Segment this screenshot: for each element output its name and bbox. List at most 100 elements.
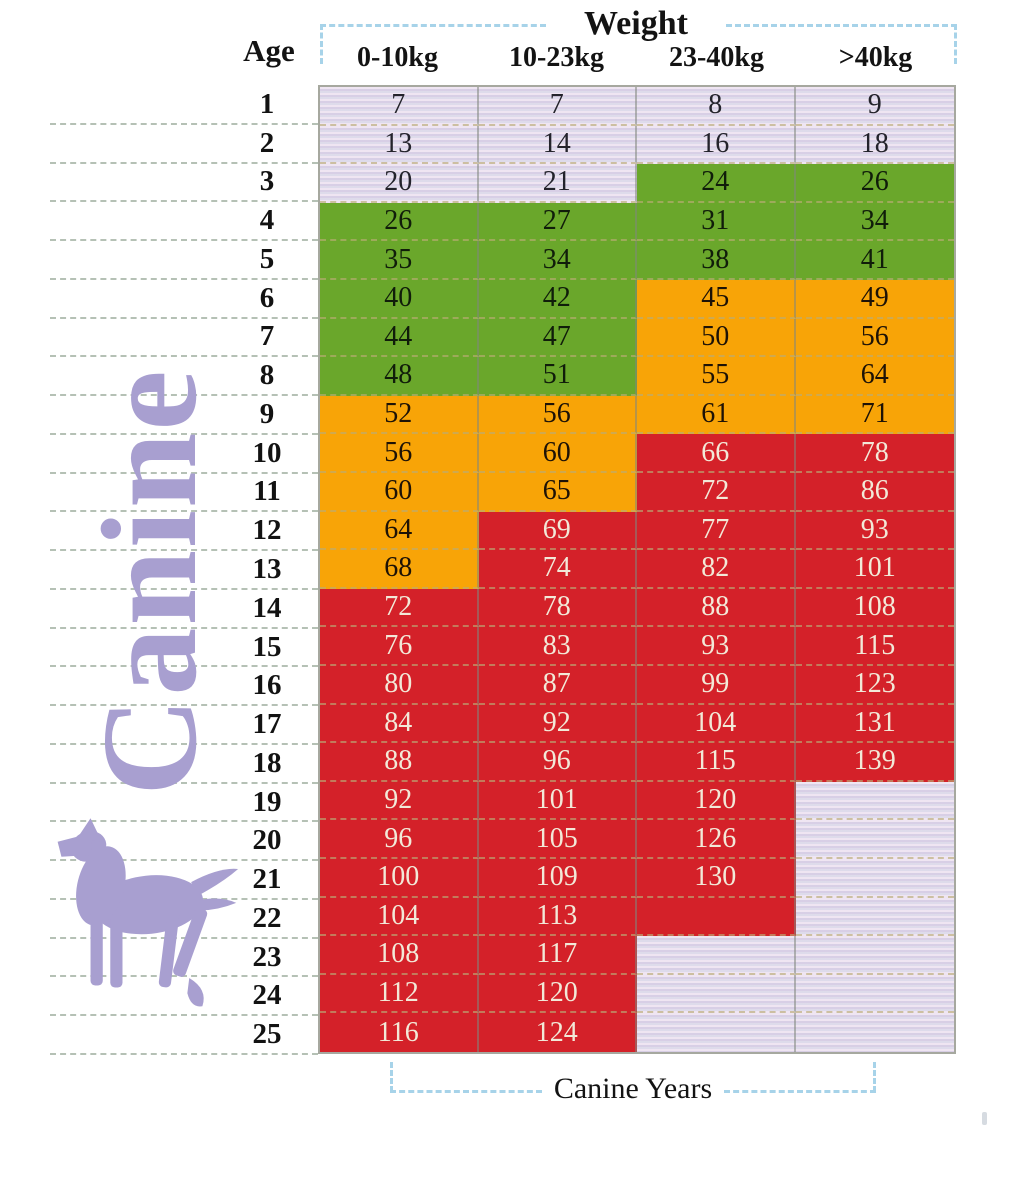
table-cell: 47 [478,318,637,358]
table-cell [637,897,796,937]
table-cell: 96 [478,743,637,782]
table-cell: 105 [478,820,637,859]
table-cell: 131 [795,704,954,744]
table-cell [795,897,954,937]
table-cell: 82 [637,550,796,589]
table-cell: 9 [795,87,954,126]
table-cell: 27 [478,202,637,242]
table-cell: 123 [795,665,954,705]
table-cell [795,974,954,1014]
table-cell: 78 [795,434,954,473]
age-row-label: 18 [252,746,282,779]
table-cell: 42 [478,279,637,319]
row-guide-line [50,704,318,707]
table-cell: 69 [478,511,637,551]
table-cell: 71 [795,395,954,435]
column-header-23-40kg: 23-40kg [669,42,764,73]
row-guide-line [50,316,318,319]
table-cell: 44 [320,318,479,358]
age-row-label: 5 [259,242,275,275]
age-row-label: 23 [252,940,282,973]
table-cell [795,858,954,898]
column-header-over-40kg: >40kg [838,42,913,73]
table-cell: 84 [320,704,479,744]
table-cell: 74 [478,550,637,589]
canine-years-bracket-line-left [390,1090,542,1093]
table-cell: 66 [637,434,796,473]
table-cell: 101 [478,781,637,821]
table-cell [637,974,796,1014]
row-guide-line [50,122,318,125]
table-cell: 34 [795,202,954,242]
column-header-0-10kg: 0-10kg [357,42,438,73]
age-row-label: 16 [252,669,282,702]
age-row-label: 8 [259,359,275,392]
table-cell: 86 [795,472,954,512]
table-cell: 41 [795,241,954,280]
table-cell: 26 [795,164,954,203]
table-cell: 65 [478,472,637,512]
age-row-label: 9 [259,397,275,430]
table-cell: 93 [795,511,954,551]
canine-vertical-label: Canine [75,368,225,796]
age-row-label: 19 [252,785,282,818]
age-row-label: 6 [259,281,275,314]
table-cell: 56 [320,434,479,473]
table-cell: 120 [637,781,796,821]
row-guide-line [50,432,318,435]
table-cell: 52 [320,395,479,435]
table-cell: 126 [637,820,796,859]
row-guide-line [50,742,318,745]
row-guide-lines [50,85,318,1055]
table-cell: 88 [320,743,479,782]
table-cell: 124 [478,1013,637,1052]
row-guide-line [50,975,318,978]
table-cell: 24 [637,164,796,203]
table-cell: 64 [320,511,479,551]
table-cell: 92 [478,704,637,744]
table-cell [795,781,954,821]
table-cell: 101 [795,550,954,589]
table-cell: 55 [637,357,796,396]
row-guide-line [50,1014,318,1017]
table-cell: 117 [478,936,637,975]
row-guide-line [50,510,318,513]
age-row-label: 15 [252,630,282,663]
table-cell [795,936,954,975]
table-cell: 76 [320,627,479,666]
table-cell: 8 [637,87,796,126]
weight-bracket-tick-right [954,24,957,64]
table-cell: 31 [637,202,796,242]
table-cell [795,820,954,859]
table-cell: 116 [320,1013,479,1052]
row-guide-line [50,626,318,629]
age-row-label: 3 [259,165,275,198]
table-cell: 104 [637,704,796,744]
age-row-labels: 1 2 3 4 5 6 7 8 9 10 11 12 13 14 15 16 17 18 19 20 21 22 23 24 2… [228,85,306,1054]
age-row-label: 12 [252,514,282,547]
weight-bracket-line-left [320,24,546,27]
table-cell: 108 [320,936,479,975]
table-cell: 51 [478,357,637,396]
age-row-label: 24 [252,979,282,1012]
table-cell: 18 [795,125,954,165]
table-cell: 40 [320,279,479,319]
table-cell: 130 [637,858,796,898]
table-cell: 48 [320,357,479,396]
table-cell: 49 [795,279,954,319]
table-cell: 35 [320,241,479,280]
dog-silhouette-icon [57,818,239,1007]
table-cell: 115 [795,627,954,666]
table-cell: 7 [478,87,637,126]
table-cell: 96 [320,820,479,859]
table-cell: 60 [320,472,479,512]
weight-bracket-tick-left [320,24,323,64]
table-cell: 80 [320,665,479,705]
table-cell [637,936,796,975]
table-cell [637,1013,796,1052]
age-row-label: 22 [252,901,282,934]
table-cell: 16 [637,125,796,165]
age-row-label: 17 [252,708,282,741]
table-cell: 56 [478,395,637,435]
